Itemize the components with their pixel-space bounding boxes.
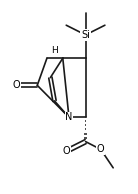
Text: O: O <box>62 146 70 156</box>
Text: O: O <box>13 80 20 90</box>
Text: N: N <box>65 112 73 122</box>
Text: H: H <box>51 46 58 55</box>
Text: Si: Si <box>81 30 90 40</box>
Text: O: O <box>97 144 105 154</box>
